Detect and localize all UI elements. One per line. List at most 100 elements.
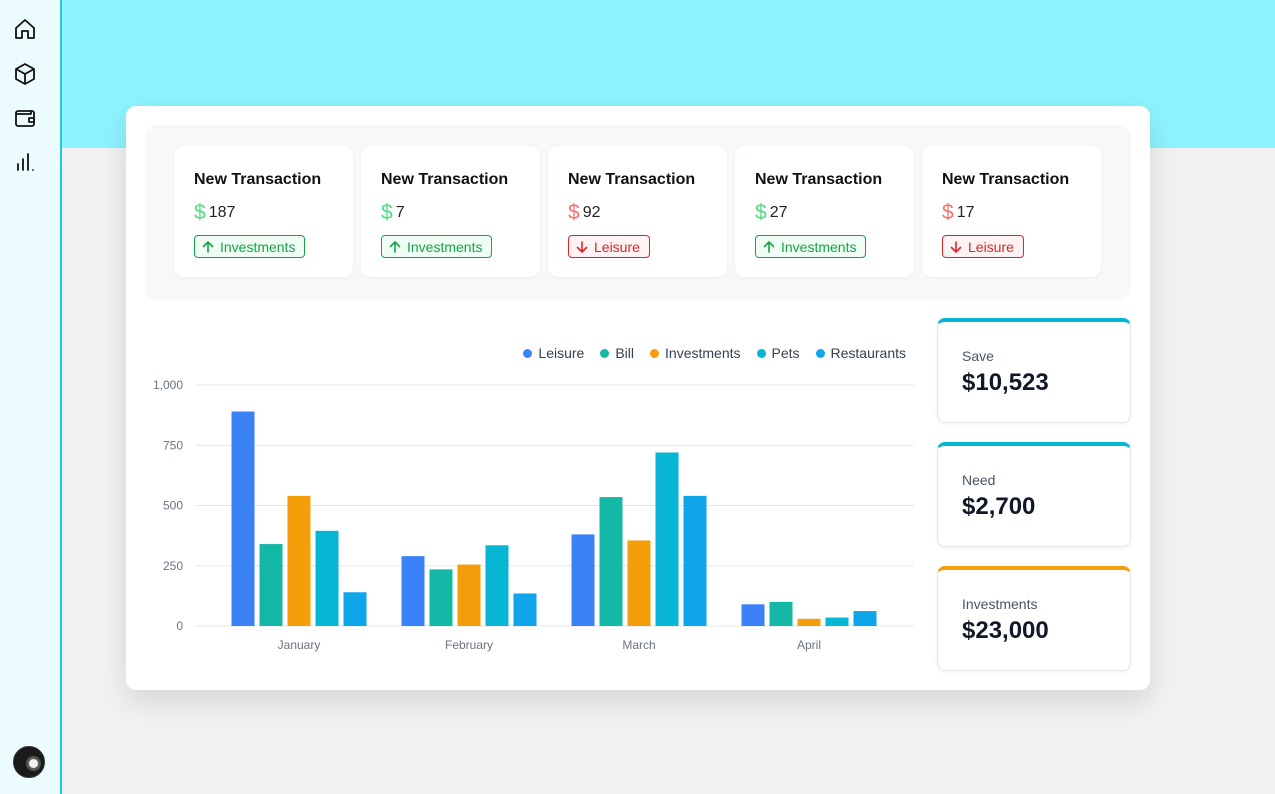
category-badge: Investments bbox=[381, 235, 493, 258]
category-badge: Investments bbox=[755, 235, 867, 258]
stat-card-investments[interactable]: Investments $23,000 bbox=[937, 566, 1131, 671]
bar-pets-april[interactable] bbox=[825, 617, 849, 626]
wallet-icon[interactable] bbox=[12, 105, 38, 131]
bar-pets-february[interactable] bbox=[485, 545, 509, 626]
bar-leisure-april[interactable] bbox=[741, 604, 765, 626]
transactions-panel: New Transaction $ 187 Investments New Tr… bbox=[145, 125, 1131, 300]
stat-card-need[interactable]: Need $2,700 bbox=[937, 442, 1131, 547]
x-tick-label: January bbox=[278, 638, 321, 652]
x-tick-label: March bbox=[622, 638, 655, 652]
bar-chart: 0 250 500 750 1,000 January February March April bbox=[153, 378, 914, 652]
amount-value: 27 bbox=[769, 203, 788, 221]
legend-dot bbox=[815, 348, 825, 358]
dollar-icon: $ bbox=[568, 201, 580, 224]
stat-value: $23,000 bbox=[962, 617, 1049, 644]
transaction-card[interactable]: New Transaction $ 187 Investments bbox=[174, 146, 353, 277]
transaction-amount: $ 27 bbox=[755, 202, 787, 223]
legend-item[interactable]: Pets bbox=[756, 345, 800, 361]
dashboard-card: New Transaction $ 187 Investments New Tr… bbox=[126, 106, 1150, 690]
bar-restaurants-january[interactable] bbox=[343, 592, 367, 626]
category-label: Leisure bbox=[968, 238, 1014, 255]
bar-restaurants-march[interactable] bbox=[683, 495, 707, 626]
legend-dot bbox=[600, 348, 610, 358]
sidebar bbox=[0, 0, 62, 794]
bar-pets-march[interactable] bbox=[655, 452, 679, 626]
y-tick-label: 0 bbox=[176, 619, 183, 633]
y-tick-label: 1,000 bbox=[153, 378, 183, 392]
dollar-icon: $ bbox=[942, 201, 954, 224]
bar-investments-april[interactable] bbox=[797, 618, 821, 626]
transaction-amount: $ 187 bbox=[194, 202, 235, 223]
transaction-card[interactable]: New Transaction $ 17 Leisure bbox=[922, 146, 1101, 277]
bar-bill-january[interactable] bbox=[259, 544, 283, 626]
dollar-icon: $ bbox=[194, 201, 206, 224]
y-tick-label: 750 bbox=[163, 438, 183, 452]
transaction-amount: $ 7 bbox=[381, 202, 405, 223]
bar-leisure-march[interactable] bbox=[571, 534, 595, 626]
legend-item[interactable]: Leisure bbox=[523, 345, 584, 361]
category-label: Investments bbox=[407, 238, 483, 255]
legend-item[interactable]: Restaurants bbox=[815, 345, 906, 361]
bar-investments-march[interactable] bbox=[627, 540, 651, 626]
home-icon[interactable] bbox=[12, 16, 38, 42]
category-label: Investments bbox=[781, 238, 857, 255]
bar-pets-january[interactable] bbox=[315, 530, 339, 626]
box-icon[interactable] bbox=[12, 61, 38, 87]
arrow-up-icon bbox=[389, 240, 401, 253]
transaction-title: New Transaction bbox=[568, 171, 696, 188]
category-badge: Leisure bbox=[568, 235, 650, 258]
stat-value: $10,523 bbox=[962, 369, 1049, 396]
legend-dot bbox=[523, 348, 533, 358]
category-label: Investments bbox=[220, 238, 296, 255]
stat-value: $2,700 bbox=[962, 493, 1036, 520]
y-tick-label: 250 bbox=[163, 559, 183, 573]
amount-value: 92 bbox=[582, 203, 601, 221]
stat-label: Investments bbox=[962, 596, 1038, 612]
dollar-icon: $ bbox=[381, 201, 393, 224]
amount-value: 7 bbox=[395, 203, 405, 221]
transaction-card[interactable]: New Transaction $ 92 Leisure bbox=[548, 146, 727, 277]
transaction-amount: $ 92 bbox=[568, 202, 600, 223]
legend-dot bbox=[650, 348, 660, 358]
dollar-icon: $ bbox=[755, 201, 767, 224]
transaction-title: New Transaction bbox=[381, 171, 509, 188]
bar-leisure-february[interactable] bbox=[401, 556, 425, 626]
bar-investments-february[interactable] bbox=[457, 564, 481, 626]
legend-item[interactable]: Investments bbox=[650, 345, 741, 361]
stat-card-save[interactable]: Save $10,523 bbox=[937, 318, 1131, 423]
legend-label: Restaurants bbox=[830, 345, 906, 361]
chart-legend: Leisure Bill Investments Pets Restaurants bbox=[523, 345, 906, 361]
transaction-amount: $ 17 bbox=[942, 202, 974, 223]
bar-bill-april[interactable] bbox=[769, 601, 793, 626]
stat-label: Save bbox=[962, 348, 994, 364]
category-label: Leisure bbox=[594, 238, 640, 255]
category-badge: Leisure bbox=[942, 235, 1024, 258]
bar-restaurants-april[interactable] bbox=[853, 611, 877, 626]
avatar[interactable] bbox=[13, 746, 45, 778]
legend-dot bbox=[756, 348, 766, 358]
x-tick-label: February bbox=[445, 638, 493, 652]
bar-chart-icon[interactable] bbox=[12, 149, 38, 175]
bar-investments-january[interactable] bbox=[287, 495, 311, 626]
category-badge: Investments bbox=[194, 235, 306, 258]
stat-label: Need bbox=[962, 472, 996, 488]
bar-leisure-january[interactable] bbox=[231, 411, 255, 626]
arrow-down-icon bbox=[950, 240, 962, 253]
transaction-card[interactable]: New Transaction $ 7 Investments bbox=[361, 146, 540, 277]
bar-bill-march[interactable] bbox=[599, 497, 623, 626]
amount-value: 187 bbox=[208, 203, 236, 221]
transaction-title: New Transaction bbox=[942, 171, 1070, 188]
transaction-title: New Transaction bbox=[755, 171, 883, 188]
arrow-down-icon bbox=[576, 240, 588, 253]
bar-restaurants-february[interactable] bbox=[513, 593, 537, 626]
legend-label: Bill bbox=[615, 345, 635, 361]
legend-label: Pets bbox=[771, 345, 800, 361]
arrow-up-icon bbox=[202, 240, 214, 253]
bar-bill-february[interactable] bbox=[429, 569, 453, 626]
x-tick-label: April bbox=[797, 638, 821, 652]
transaction-card[interactable]: New Transaction $ 27 Investments bbox=[735, 146, 914, 277]
legend-item[interactable]: Bill bbox=[600, 345, 634, 361]
arrow-up-icon bbox=[763, 240, 775, 253]
amount-value: 17 bbox=[956, 203, 975, 221]
transaction-title: New Transaction bbox=[194, 171, 322, 188]
